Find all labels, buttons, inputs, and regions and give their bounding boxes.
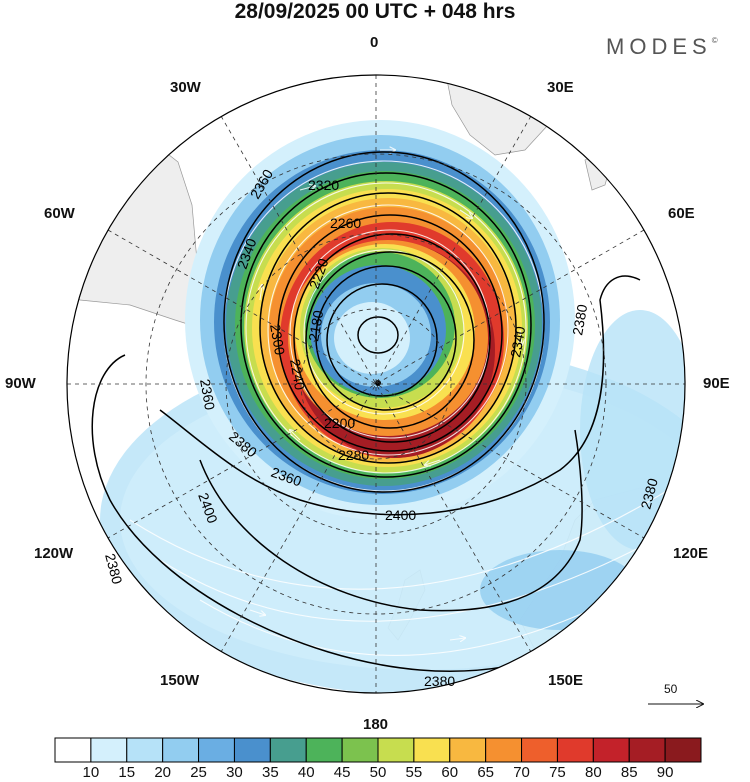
colorbar-swatch: [521, 737, 558, 763]
lon-label-90e: 90E: [703, 375, 730, 392]
lon-label-30e: 30E: [547, 79, 574, 96]
colorbar-swatch: [485, 737, 523, 763]
contour-label: 2380: [102, 552, 126, 586]
lon-label-30w: 30W: [170, 79, 201, 96]
brand-mark: ©: [711, 36, 718, 45]
colorbar-tick-label: 50: [369, 764, 387, 781]
lon-label-90w: 90W: [5, 375, 36, 392]
colorbar-swatch: [269, 737, 307, 763]
colorbar-swatch: [126, 737, 164, 763]
colorbar-swatch: [162, 737, 200, 763]
colorbar-tick-label: 85: [620, 764, 638, 781]
map-boundary: [66, 74, 686, 694]
contour-label: 2380: [424, 673, 455, 689]
colorbar-swatch: [54, 737, 92, 763]
contour-label: 2200: [324, 415, 355, 431]
colorbar-swatch: [556, 737, 594, 763]
colorbar-swatch: [305, 737, 343, 763]
lon-label-120w: 120W: [34, 545, 74, 562]
contour-label-layer: 2360 2320 2340 2260 2220 2380 2360 2180 …: [102, 166, 661, 689]
colorbar-swatch: [341, 737, 379, 763]
lon-label-120e: 120E: [673, 545, 709, 562]
contour-label: 2340: [507, 325, 528, 359]
lon-label-0: 0: [370, 34, 379, 51]
contour-label: 2380: [569, 303, 590, 337]
contour-label: 2260: [330, 215, 361, 231]
colorbar-tick-label: 65: [477, 764, 494, 781]
colorbar-tick-label: 90: [656, 764, 674, 781]
contour-label: 2300: [267, 323, 288, 357]
graticule: [67, 75, 685, 693]
colorbar-tick-label: 10: [82, 764, 100, 781]
colorbar-swatch: [664, 737, 702, 763]
colorbar-tick-label: 15: [118, 764, 136, 781]
colorbar-tick-label: 70: [513, 764, 530, 781]
colorbar-tick-label: 45: [333, 764, 351, 781]
wind-reference-label: 50: [664, 682, 678, 696]
colorbar: [54, 737, 702, 763]
colorbar-tick-label: 55: [405, 764, 423, 781]
colorbar-tick-label: 25: [190, 764, 207, 781]
colorbar-swatch: [592, 737, 630, 763]
map-disk: [67, 75, 685, 693]
colorbar-swatch: [90, 737, 128, 763]
colorbar-tick-label: 35: [261, 764, 279, 781]
colorbar-swatch: [449, 737, 487, 763]
map-title: 28/09/2025 00 UTC + 048 hrs: [234, 0, 516, 23]
contour-label: 2320: [308, 177, 339, 193]
lon-label-60w: 60W: [44, 205, 75, 222]
contour-label: 2360: [197, 378, 218, 412]
brand-name: MODES: [606, 34, 712, 59]
contour-label: 2180: [305, 309, 326, 343]
lon-label-150w: 150W: [160, 672, 200, 689]
contour-label: 2240: [287, 358, 308, 392]
colorbar-swatch: [377, 737, 415, 763]
colorbar-swatch: [233, 737, 271, 763]
colorbar-tick-label: 75: [549, 764, 566, 781]
brand-logo: MODES©: [606, 34, 718, 60]
colorbar-tick-label: 80: [584, 764, 602, 781]
contour-label: 2400: [385, 507, 416, 523]
colorbar-tick-label: 40: [297, 764, 315, 781]
colorbar-swatch: [413, 737, 451, 763]
colorbar-swatch: [628, 737, 666, 763]
lon-label-150e: 150E: [548, 672, 584, 689]
colorbar-swatch: [198, 737, 235, 763]
contour-label: 2280: [338, 447, 369, 463]
colorbar-tick-label: 30: [226, 764, 243, 781]
lon-label-60e: 60E: [668, 205, 695, 222]
lon-label-180: 180: [363, 716, 389, 733]
contour-label: 2380: [637, 476, 661, 510]
colorbar-tick-label: 60: [441, 764, 459, 781]
colorbar-tick-label: 20: [154, 764, 171, 781]
